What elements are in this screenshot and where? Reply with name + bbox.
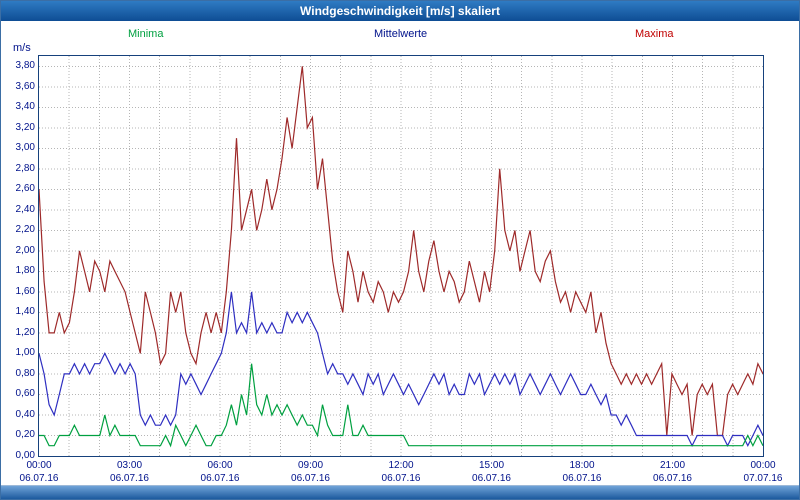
x-tick-time-label: 06:00 — [207, 460, 233, 471]
y-tick-label: 2,00 — [15, 244, 35, 256]
x-tick-time-label: 00:00 — [750, 460, 776, 471]
plot-svg — [39, 56, 763, 456]
x-tick-date-label: 06.07.16 — [291, 473, 330, 484]
x-tick-time-label: 03:00 — [116, 460, 143, 471]
series-maxima-line — [39, 66, 763, 437]
x-tick-time-label: 00:00 — [26, 460, 52, 471]
y-tick-label: 3,60 — [15, 80, 35, 92]
y-tick-label: 0,20 — [15, 429, 35, 441]
x-tick-time-label: 18:00 — [569, 460, 595, 471]
y-tick-label: 0,00 — [15, 450, 35, 461]
y-tick-label: 2,40 — [15, 203, 35, 215]
y-tick-label: 1,60 — [15, 285, 35, 297]
y-tick-label: 1,80 — [15, 265, 35, 277]
x-tick-date-label: 06.07.16 — [653, 473, 692, 484]
y-tick-label: 1,40 — [15, 306, 35, 318]
y-tick-label: 0,80 — [15, 367, 35, 379]
y-tick-label: 2,60 — [15, 183, 35, 195]
plot-area — [38, 55, 764, 457]
y-tick-label: 1,20 — [15, 326, 35, 338]
bottom-scrollbar[interactable] — [1, 485, 799, 499]
x-tick-time-label: 12:00 — [388, 460, 414, 471]
y-axis-unit-label: m/s — [13, 42, 31, 54]
x-tick-time-label: 15:00 — [478, 460, 505, 471]
x-tick-date-label: 06.07.16 — [562, 473, 602, 484]
y-tick-label: 3,00 — [15, 142, 35, 154]
title-bar: Windgeschwindigkeit [m/s] skaliert — [1, 1, 799, 21]
x-tick-date-label: 06.07.16 — [381, 473, 421, 484]
x-tick-time-label: 21:00 — [659, 460, 686, 471]
x-tick-date-label: 06.07.16 — [110, 473, 149, 484]
y-tick-label: 0,40 — [15, 408, 35, 420]
x-tick-date-label: 07.07.16 — [743, 473, 783, 484]
y-tick-label: 0,60 — [15, 388, 35, 400]
series-minima-line — [39, 363, 763, 448]
legend-minima: Minima — [128, 28, 164, 40]
x-tick-time-label: 09:00 — [297, 460, 324, 471]
y-tick-label: 2,80 — [15, 162, 35, 174]
x-tick-date-label: 06.07.16 — [200, 473, 240, 484]
y-tick-label: 1,00 — [15, 347, 35, 359]
x-tick-date-label: 06.07.16 — [19, 473, 59, 484]
series-mittelwerte-line — [39, 291, 763, 448]
x-tick-date-label: 06.07.16 — [472, 473, 511, 484]
chart-title: Windgeschwindigkeit [m/s] skaliert — [300, 4, 500, 18]
y-tick-label: 2,20 — [15, 224, 35, 236]
legend-mittelwerte: Mittelwerte — [374, 28, 428, 40]
y-tick-label: 3,40 — [15, 101, 35, 113]
legend-maxima: Maxima — [635, 28, 674, 40]
y-tick-label: 3,80 — [15, 60, 35, 72]
y-tick-label: 3,20 — [15, 121, 35, 133]
